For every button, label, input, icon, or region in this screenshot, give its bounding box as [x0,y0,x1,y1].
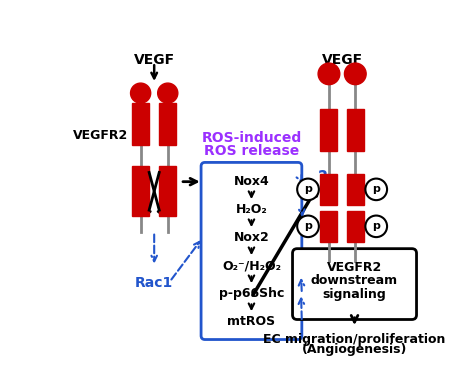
Bar [132,166,149,216]
Circle shape [365,179,387,200]
Text: O₂⁻/H₂O₂: O₂⁻/H₂O₂ [222,259,281,272]
Text: VEGF: VEGF [321,53,363,67]
Text: ROS release: ROS release [204,144,299,158]
Bar [320,211,337,242]
Text: signaling: signaling [323,288,386,301]
Circle shape [318,63,340,84]
Bar [159,103,176,145]
Bar [159,166,176,216]
Bar [320,174,337,205]
FancyBboxPatch shape [292,249,417,319]
Bar [347,174,364,205]
Text: p: p [372,221,380,231]
Circle shape [297,215,319,237]
Circle shape [345,63,366,84]
Text: Nox2: Nox2 [234,231,269,244]
Circle shape [158,83,178,103]
Circle shape [130,83,151,103]
FancyBboxPatch shape [201,162,302,339]
Bar [320,109,337,151]
Text: (Angiogenesis): (Angiogenesis) [302,343,407,355]
Text: Nox4: Nox4 [234,175,269,188]
Text: ?: ? [318,169,328,187]
Text: p: p [304,185,312,194]
Text: VEGF: VEGF [134,53,175,67]
Circle shape [365,215,387,237]
Bar [347,211,364,242]
Bar [347,109,364,151]
Text: VEGFR2: VEGFR2 [327,261,382,274]
Text: mtROS: mtROS [228,315,275,328]
Text: H₂O₂: H₂O₂ [236,203,267,216]
Text: downstream: downstream [311,274,398,287]
Text: Rac1: Rac1 [135,276,173,290]
Text: VEGFR2: VEGFR2 [73,129,128,142]
Text: p: p [304,221,312,231]
Text: ?: ? [310,219,320,237]
Text: p-p66Shc: p-p66Shc [219,287,284,300]
Bar [132,103,149,145]
Circle shape [297,179,319,200]
Text: p: p [372,185,380,194]
Text: ROS-induced: ROS-induced [201,131,301,145]
Text: EC migration/proliferation: EC migration/proliferation [264,333,446,346]
